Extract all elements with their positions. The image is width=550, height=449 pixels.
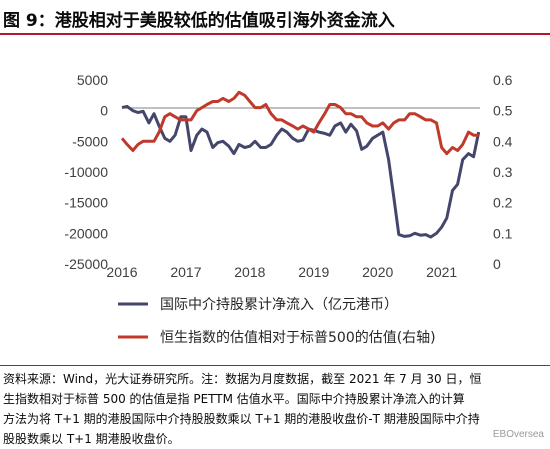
left-tick-label: -10000 <box>64 164 108 180</box>
right-tick-label: 0.2 <box>493 195 513 211</box>
figure-title: 图 9：港股相对于美股较低的估值吸引海外资金流入 <box>3 11 395 31</box>
right-tick-label: 0.4 <box>493 133 513 149</box>
left-tick-label: 5000 <box>77 72 108 88</box>
right-tick-label: 0 <box>493 256 501 272</box>
left-tick-label: -5000 <box>72 133 108 149</box>
x-tick-label: 2019 <box>298 264 329 280</box>
left-tick-label: -25000 <box>64 256 108 272</box>
watermark: EBOversea <box>492 429 544 440</box>
title-bar: 图 9：港股相对于美股较低的估值吸引海外资金流入 <box>0 0 550 33</box>
left-tick-label: -15000 <box>64 195 108 211</box>
x-tick-label: 2018 <box>234 264 265 280</box>
source-line-1: 资料来源：Wind，光大证券研究所。注：数据为月度数据，截至 2021 年 7 … <box>3 372 482 386</box>
title-divider <box>0 33 550 35</box>
left-tick-label: 0 <box>100 103 108 119</box>
left-axis: 5000 0 -5000 -10000 -15000 -20000 -25000 <box>64 72 108 272</box>
x-tick-label: 2021 <box>426 264 457 280</box>
right-tick-label: 0.5 <box>493 103 513 119</box>
right-tick-label: 0.3 <box>493 164 513 180</box>
series-line-valuation <box>120 90 479 156</box>
legend-label-valuation: 恒生指数的估值相对于标普500的估值(右轴) <box>160 330 436 346</box>
legend: 国际中介持股累计净流入（亿元港币） 恒生指数的估值相对于标普500的估值(右轴) <box>118 297 436 346</box>
legend-label-inflow: 国际中介持股累计净流入（亿元港币） <box>160 297 398 313</box>
x-tick-label: 2017 <box>170 264 201 280</box>
right-tick-label: 0.6 <box>493 72 513 88</box>
source-divider <box>0 365 550 366</box>
source-line-2: 生指数相对于标普 500 的估值是指 PETTM 估值水平。国际中介持股累计净流… <box>3 392 465 406</box>
source-line-4: 股股数乘以 T+1 期港股收盘价。 <box>3 432 180 446</box>
x-tick-label: 2016 <box>106 264 137 280</box>
right-tick-label: 0.1 <box>493 225 513 241</box>
source-note: 资料来源：Wind，光大证券研究所。注：数据为月度数据，截至 2021 年 7 … <box>3 369 548 449</box>
x-tick-label: 2020 <box>362 264 393 280</box>
series-lines <box>120 90 481 239</box>
right-axis: 0.6 0.5 0.4 0.3 0.2 0.1 0 <box>493 72 513 272</box>
source-line-3: 方法为将 T+1 期的港股国际中介持股股数乘以 T+1 期的港股收盘价-T 期港… <box>3 412 480 426</box>
x-axis: 2016 2017 2018 2019 2020 2021 <box>106 264 457 280</box>
left-tick-label: -20000 <box>64 225 108 241</box>
series-line-inflow <box>121 104 481 239</box>
